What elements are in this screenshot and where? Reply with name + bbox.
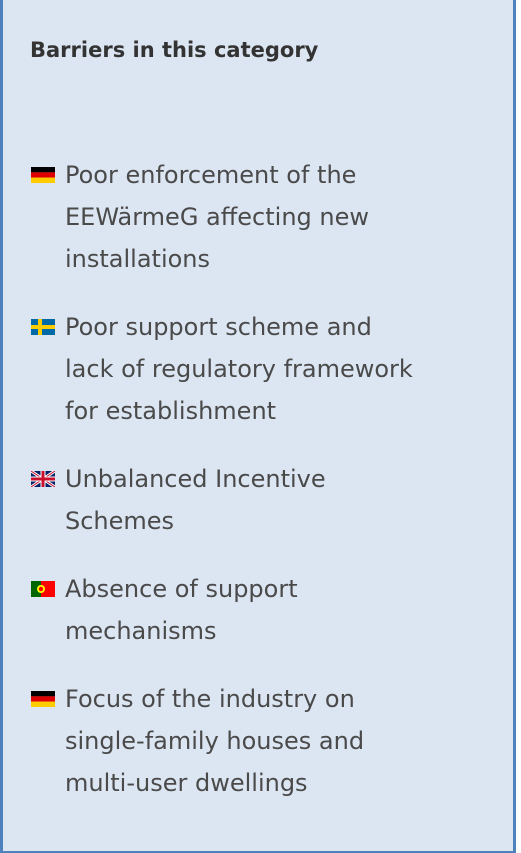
flag-uk bbox=[31, 471, 55, 487]
item-text: single-family houses and bbox=[65, 727, 365, 755]
item-text: Schemes bbox=[65, 507, 175, 535]
flag-de bbox=[31, 167, 55, 183]
item-text: Absence of support bbox=[65, 575, 298, 603]
item-text: mechanisms bbox=[65, 617, 217, 645]
barrier-link[interactable]: Focus of the industry on single-family h… bbox=[31, 678, 364, 804]
flag-pt bbox=[31, 581, 55, 597]
item-text: Poor support scheme and bbox=[65, 313, 372, 341]
item-text: installations bbox=[65, 245, 211, 273]
barrier-link[interactable]: Poor enforcement of the EEWärmeG affecti… bbox=[31, 154, 369, 280]
item-text: EEWärmeG affecting new bbox=[65, 203, 370, 231]
panel-title: Barriers in this category bbox=[30, 38, 319, 62]
flag-de bbox=[31, 691, 55, 707]
item-text: Poor enforcement of the bbox=[65, 161, 357, 189]
item-text: Unbalanced Incentive bbox=[65, 465, 326, 493]
item-text: Focus of the industry on bbox=[65, 685, 355, 713]
item-text: multi-user dwellings bbox=[65, 769, 308, 797]
barrier-link[interactable]: Unbalanced Incentive Schemes bbox=[31, 458, 326, 542]
barrier-link[interactable]: Poor support scheme and lack of regulato… bbox=[31, 306, 413, 432]
barrier-link[interactable]: Absence of support mechanisms bbox=[31, 568, 298, 652]
item-text: lack of regulatory framework bbox=[65, 355, 413, 383]
item-text: for establishment bbox=[65, 397, 277, 425]
flag-se bbox=[31, 319, 55, 335]
